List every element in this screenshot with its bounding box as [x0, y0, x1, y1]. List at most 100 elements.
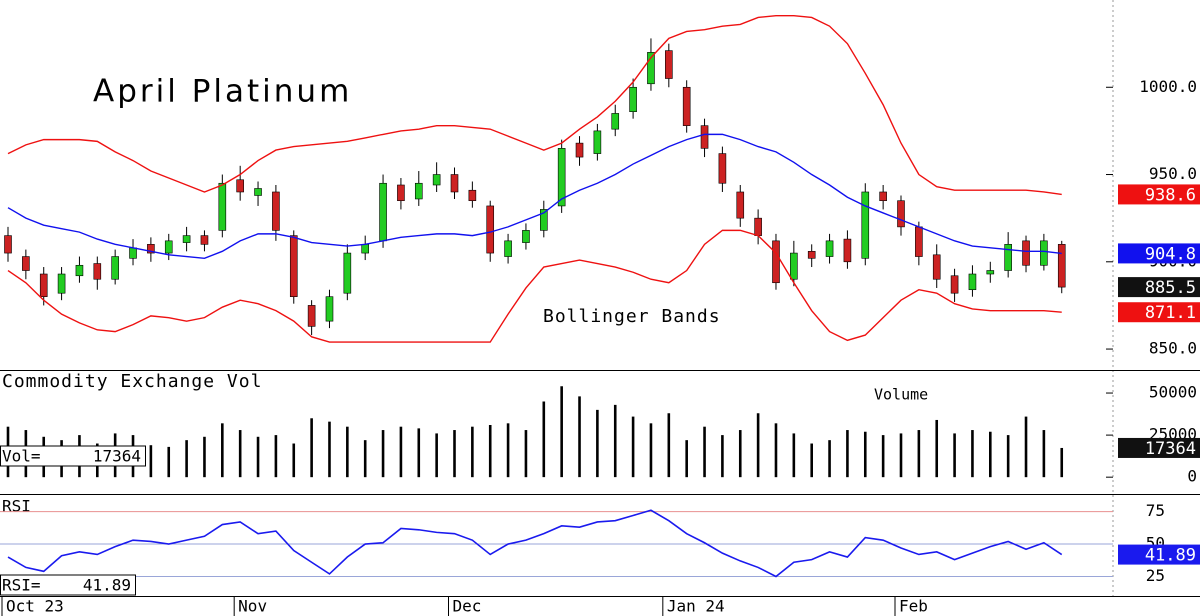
candle-body: [915, 226, 923, 257]
candle-body: [790, 252, 798, 280]
candle-body: [147, 244, 155, 254]
candle-body: [575, 142, 584, 158]
band-line: [7, 229, 1062, 343]
band-line: [7, 133, 1062, 260]
candle-body: [950, 275, 959, 294]
candle-body: [468, 189, 477, 202]
y-tick-label: 0: [1187, 467, 1197, 486]
candle-body: [486, 205, 495, 254]
candle-body: [4, 235, 12, 254]
candle-body: [539, 209, 548, 231]
value-tag-bg: [1118, 277, 1200, 298]
candle-body: [414, 182, 423, 200]
value-tag: 938.6: [1145, 185, 1196, 205]
candle-body: [825, 240, 834, 257]
panel-title: RSI: [2, 497, 31, 516]
value-tag-bg: [1118, 437, 1200, 458]
x-tick-label: Jan 24: [667, 597, 725, 616]
candle-body: [986, 270, 995, 275]
candle-body: [522, 230, 530, 243]
candle-body: [1057, 244, 1066, 288]
candle-body: [450, 174, 459, 193]
panel-title: Commodity Exchange Vol: [2, 371, 262, 392]
candle-body: [307, 305, 316, 327]
readout-value: 41.89: [83, 576, 131, 595]
candle-body: [932, 254, 941, 280]
candle-body: [1040, 240, 1048, 266]
annotation: Volume: [874, 386, 928, 404]
y-tick-label: 50000: [1149, 383, 1197, 402]
readout-label: Vol=: [2, 447, 41, 466]
candle-body: [700, 125, 709, 149]
candle-body: [325, 296, 334, 322]
candle-body: [272, 191, 280, 231]
value-tag: 871.1: [1145, 303, 1196, 323]
candle-body: [432, 174, 441, 186]
candle-body: [682, 86, 691, 126]
value-tag: 17364: [1145, 439, 1196, 459]
candle-body: [665, 50, 673, 79]
y-tick-label: 1000.0: [1139, 77, 1197, 96]
value-tag-bg: [1118, 184, 1200, 205]
chart-title: April Platinum: [93, 74, 352, 110]
candle-body: [379, 182, 387, 242]
candle-body: [182, 235, 191, 243]
candle-body: [93, 263, 102, 280]
candle-body: [968, 273, 977, 291]
candle-body: [647, 52, 655, 85]
value-tag: 41.89: [1145, 546, 1196, 566]
x-tick-label: Nov: [238, 597, 267, 616]
candle-body: [343, 252, 352, 294]
y-tick-label: 25: [1146, 566, 1165, 585]
band-line: [7, 15, 1062, 196]
x-tick-label: Dec: [453, 597, 482, 616]
x-tick-label: Oct 23: [6, 597, 64, 616]
y-tick-label: 950.0: [1149, 164, 1197, 183]
candle-body: [807, 251, 816, 259]
candle-body: [236, 179, 244, 193]
candle-body: [557, 148, 566, 207]
candle-body: [593, 130, 602, 154]
candle-body: [718, 153, 727, 184]
candle-body: [111, 256, 119, 280]
y-tick-label: 850.0: [1149, 339, 1197, 358]
readout-value: 17364: [93, 447, 141, 466]
candle-body: [843, 238, 852, 263]
candle-body: [129, 247, 137, 259]
readout-box: [0, 574, 136, 596]
value-tag: 885.5: [1145, 278, 1196, 298]
value-tag-bg: [1118, 302, 1200, 323]
candle-body: [861, 191, 870, 259]
candle-body: [218, 182, 227, 231]
candle-body: [22, 256, 30, 271]
rsi-line: [7, 509, 1063, 578]
candle-body: [39, 273, 48, 297]
candle-body: [879, 191, 887, 202]
candle-body: [200, 235, 209, 245]
candle-body: [361, 244, 370, 254]
candle-body: [736, 191, 745, 219]
candle-body: [57, 273, 66, 294]
value-tag-bg: [1118, 544, 1200, 565]
readout-label: RSI=: [2, 576, 41, 595]
candle-body: [504, 240, 512, 257]
candle-body: [1022, 240, 1030, 266]
candle-body: [289, 235, 298, 297]
candle-body: [629, 86, 637, 112]
value-tag-bg: [1118, 243, 1200, 264]
candle-body: [254, 188, 262, 196]
candle-body: [164, 240, 173, 254]
candle-body: [75, 264, 84, 277]
candle-body: [1004, 244, 1012, 271]
x-tick-label: Feb: [899, 597, 928, 616]
candle-body: [897, 200, 905, 228]
candle-body: [611, 113, 620, 130]
value-tag: 904.8: [1145, 244, 1196, 264]
candle-body: [397, 184, 405, 202]
annotation: Bollinger Bands: [543, 306, 721, 327]
readout-box: [0, 445, 146, 467]
y-tick-label: 75: [1146, 501, 1165, 520]
candle-body: [772, 240, 780, 284]
